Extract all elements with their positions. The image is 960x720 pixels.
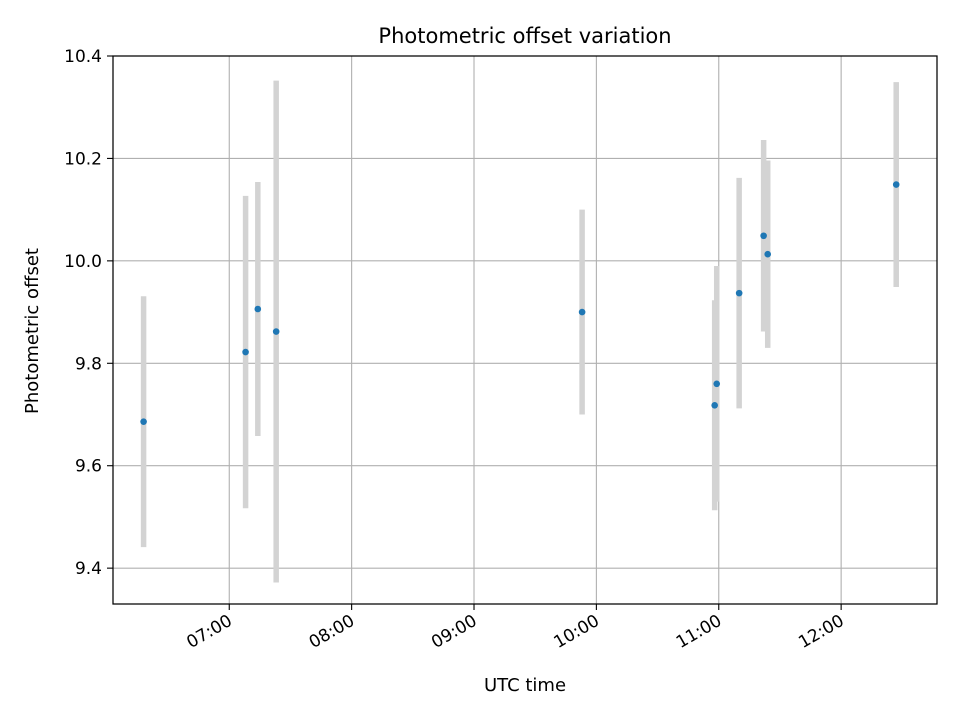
plot-frame (112, 55, 938, 605)
y-tick-label: 10.2 (64, 149, 102, 169)
x-tick-label: 12:00 (795, 611, 847, 653)
y-tick-label: 10.0 (64, 252, 102, 272)
chart-title: Photometric offset variation (378, 24, 671, 48)
data-point (140, 418, 147, 425)
data-point (578, 308, 586, 316)
x-tick-label: 09:00 (428, 611, 480, 653)
data-point (892, 181, 900, 188)
y-tick-label: 9.8 (75, 354, 102, 374)
y-tick-label: 9.6 (75, 457, 102, 477)
data-points (140, 181, 900, 425)
y-axis: 9.4 9.6 9.8 10.0 10.2 10.4 (64, 47, 113, 579)
data-point (254, 305, 262, 313)
data-point (272, 328, 280, 335)
data-point (242, 348, 249, 356)
data-point (764, 250, 772, 258)
x-axis-label: UTC time (484, 675, 566, 696)
x-axis: 07:00 08:00 09:00 10:00 11:00 12:00 (183, 604, 848, 653)
error-bars (140, 80, 899, 583)
data-point (713, 380, 721, 388)
x-tick-label: 07:00 (183, 611, 235, 653)
data-point (735, 289, 743, 297)
grid (113, 55, 937, 604)
x-tick-label: 08:00 (306, 611, 358, 653)
data-point (760, 232, 767, 240)
y-axis-label: Photometric offset (22, 248, 43, 414)
y-tick-label: 9.4 (75, 559, 102, 579)
x-tick-label: 10:00 (550, 611, 602, 653)
y-tick-label: 10.4 (64, 47, 102, 67)
x-tick-label: 11:00 (673, 611, 725, 653)
data-point (711, 401, 718, 409)
